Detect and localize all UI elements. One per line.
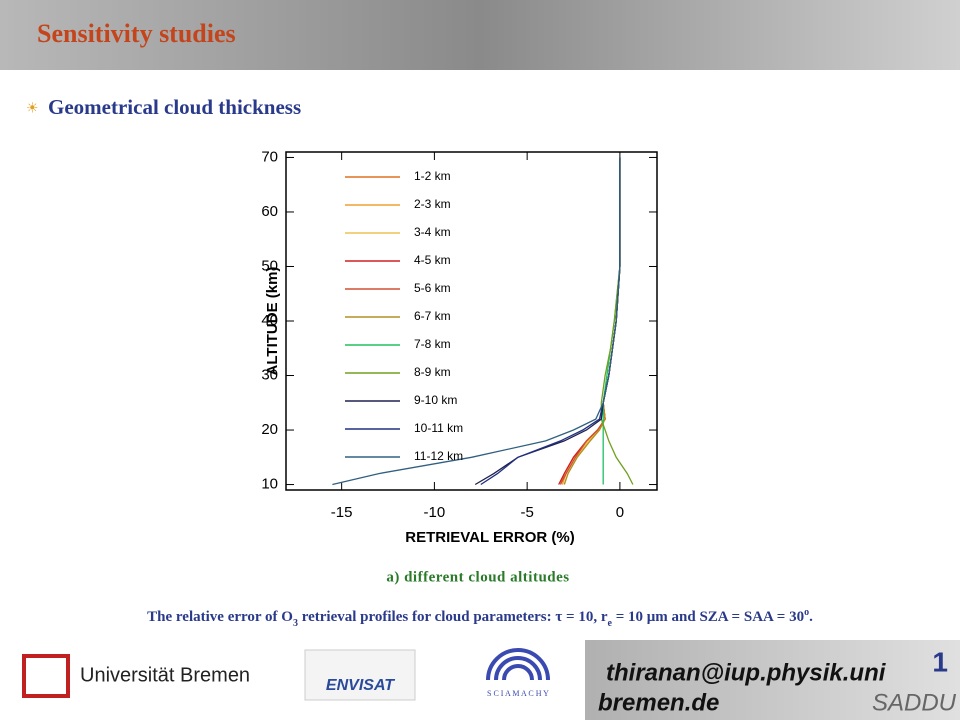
note-part: 3 [293,618,298,629]
author-name: SADDU [872,689,957,716]
note-part: retrieval profiles for cloud parameters:… [298,609,608,625]
sciamachy-logo [486,648,550,681]
footer-box [585,640,960,720]
legend-label: 2-3 km [414,197,451,211]
email-line-1: thiranan@iup.physik.uni [606,659,887,686]
page-number: 1 [932,646,948,677]
y-tick-label: 30 [261,366,278,383]
y-tick-label: 40 [261,312,278,329]
x-tick-label: -15 [331,504,353,521]
profile-line [332,157,621,486]
legend-label: 9-10 km [414,393,457,407]
y-tick-label: 50 [261,257,278,274]
legend-label: 4-5 km [414,253,451,267]
plot-frame [285,151,658,491]
legend-label: 1-2 km [414,169,451,183]
figure-note: The relative error of O3 retrieval profi… [147,607,813,629]
chart-caption: a) different cloud altitudes [386,569,569,585]
envisat-logo [304,649,416,701]
y-tick-label: 10 [261,476,278,493]
header-band [0,0,960,70]
bullet-icon: ☀ [26,100,39,116]
legend-label: 6-7 km [414,309,451,323]
slide-title: Sensitivity studies [37,19,236,48]
y-axis-label: ALTITUDE (km) [264,267,281,376]
note-part: The relative error of O [147,609,293,625]
y-tick-label: 20 [261,421,278,438]
bullet-text: Geometrical cloud thickness [48,95,301,119]
university-name: Universität Bremen [80,664,250,686]
x-axis-label: RETRIEVAL ERROR (%) [405,529,574,546]
envisat-text: ENVISAT [326,677,395,694]
note-part: o [804,607,809,618]
legend-label: 3-4 km [414,225,451,239]
x-tick-label: -5 [520,504,533,521]
legend-label: 8-9 km [414,365,451,379]
university-logo [22,654,70,698]
note-part: . [809,609,813,625]
note-part: e [608,618,613,629]
note-part: = 10 μm and SZA = SAA = 30 [612,609,804,625]
legend-label: 5-6 km [414,281,451,295]
email-line-2: bremen.de [598,689,719,716]
y-tick-label: 70 [261,148,278,165]
x-tick-label: -10 [424,504,446,521]
sciamachy-text: S C I A M A C H Y [487,689,549,698]
y-tick-label: 60 [261,203,278,220]
legend-label: 10-11 km [414,421,463,435]
legend-label: 7-8 km [414,337,451,351]
legend-label: 11-12 km [414,449,463,463]
x-tick-label: 0 [616,504,624,521]
